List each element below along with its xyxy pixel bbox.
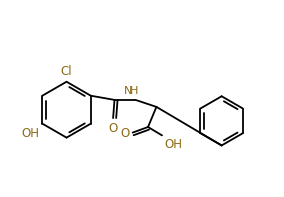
Text: N: N (124, 86, 133, 96)
Text: OH: OH (22, 127, 39, 140)
Text: O: O (108, 122, 118, 135)
Text: H: H (130, 86, 138, 96)
Text: OH: OH (164, 138, 182, 151)
Text: Cl: Cl (61, 65, 72, 78)
Text: O: O (120, 127, 129, 140)
